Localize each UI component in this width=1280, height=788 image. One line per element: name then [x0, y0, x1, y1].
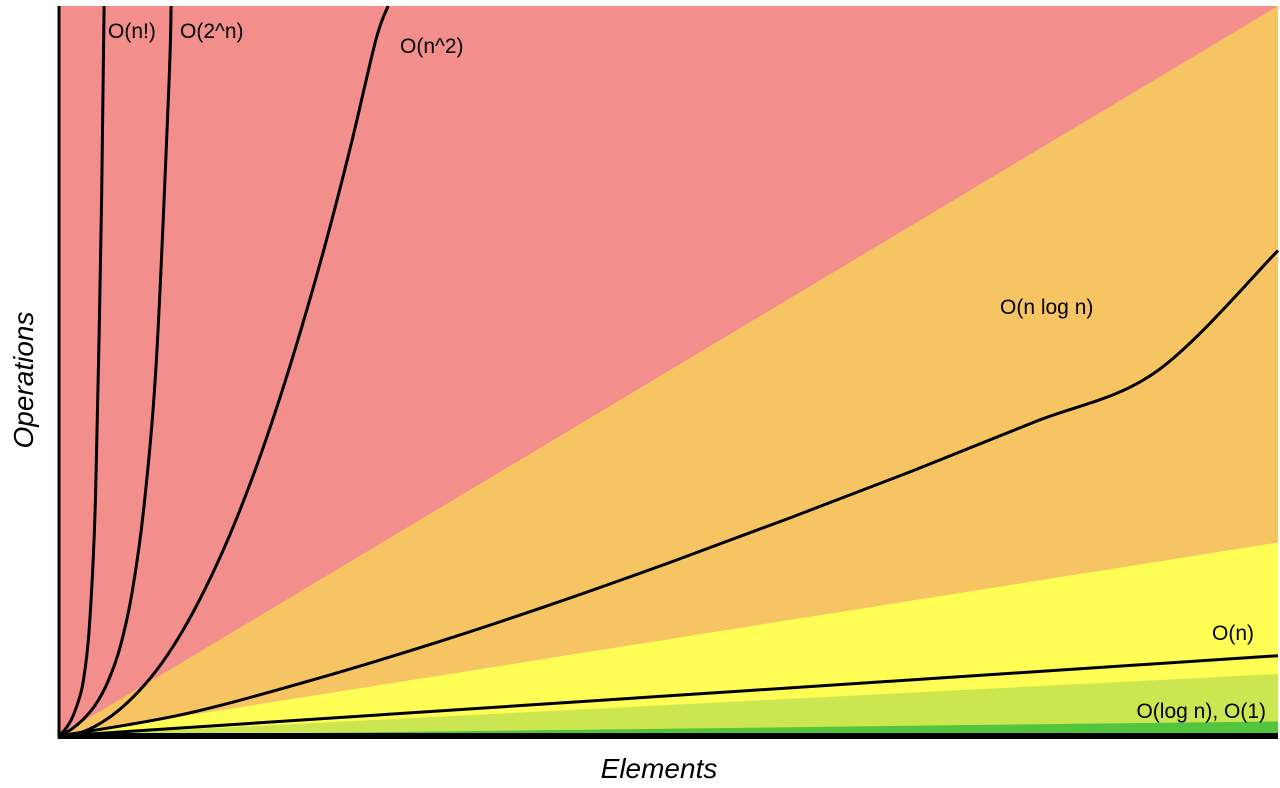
curve-o-2-n: [58, 5, 173, 738]
y-axis-title: Operations: [8, 312, 39, 449]
label-o-n: O(n): [1212, 622, 1254, 645]
label-o-2-n: O(2^n): [180, 20, 244, 43]
label-o-n: O(n!): [108, 20, 156, 43]
region-excellent: [59, 721, 1278, 736]
curve-o-n-log-n: [58, 249, 1280, 738]
label-o-n-log-n: O(n log n): [1000, 296, 1093, 319]
complexity-curves: [57, 5, 1280, 738]
region-bad: [59, 6, 1278, 736]
x-axis-title: Elements: [601, 753, 718, 784]
complexity-regions: [59, 6, 1278, 736]
label-o-n-2: O(n^2): [400, 35, 464, 58]
curve-labels: O(n!) O(2^n) O(n^2) O(n log n) O(n) O(log n),…: [108, 20, 1266, 723]
label-o-log-n-o-1: O(log n), O(1): [1136, 700, 1266, 723]
curve-o-n: [57, 5, 106, 738]
region-fair: [59, 542, 1278, 736]
curve-o-n-2: [58, 5, 390, 738]
curve-o-n: [58, 654, 1279, 738]
region-good: [59, 673, 1278, 736]
